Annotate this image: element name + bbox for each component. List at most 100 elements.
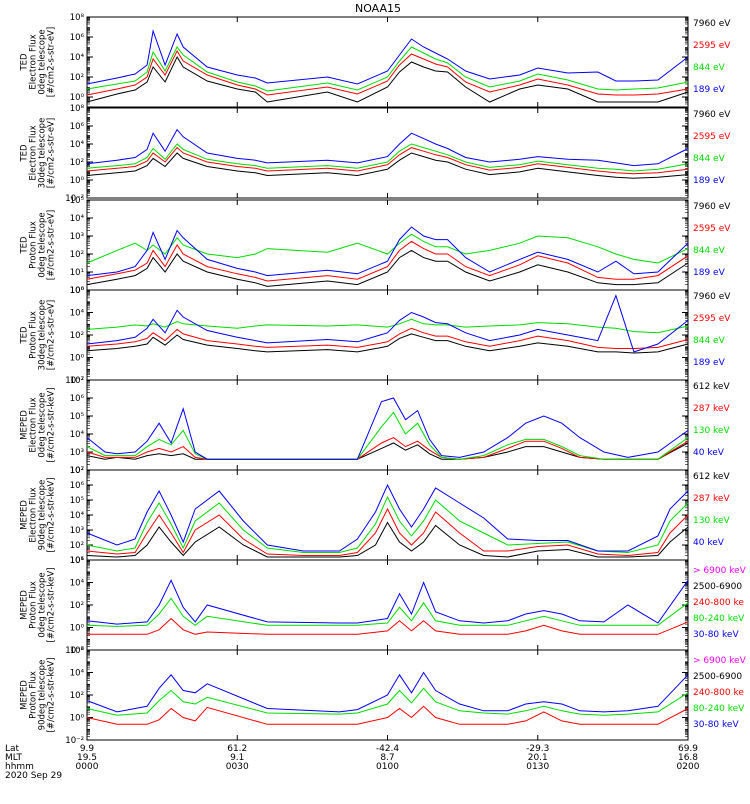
panel-4: 10⁻² 10⁰ 10² 10⁴ 10⁶ TEDProton Flux30deg tele… [20, 286, 732, 386]
y-tick-label: 10⁴ [70, 511, 85, 521]
y-tick-label: 10³ [70, 232, 84, 242]
x-tick-lat: -29.3 [526, 744, 549, 754]
y-tick-label: 10⁰ [70, 93, 85, 103]
y-axis-label-line: [#/cm2-s-str-keV] [47, 658, 57, 733]
y-axis-label: TEDProton Flux0deg telescope[#/cm2-s-str… [20, 210, 57, 280]
y-tick-label: 10⁴ [70, 140, 85, 150]
y-tick-label: 10⁰ [70, 176, 85, 186]
x-tick-lat: 69.9 [678, 744, 698, 754]
y-axis-label-line: 0deg telescope [38, 29, 48, 94]
x-tick-hhmm: 0030 [226, 762, 249, 772]
panel-frame [86, 469, 689, 561]
series-line-blue [86, 671, 689, 713]
y-tick-label: 10⁴ [70, 669, 85, 679]
series-line-green [86, 597, 689, 627]
x-axis-row-label: hhmm [5, 762, 34, 772]
y-axis-label-line: [#/cm2-s-str-keV] [47, 568, 57, 643]
y-tick-label: 10⁰ [70, 354, 85, 364]
y-axis-label: MEPEDElectron Flux90deg telescope[#/cm2-… [20, 478, 57, 553]
y-tick-label: 10¹ [70, 556, 84, 566]
legend-entry: 612 keV [693, 472, 730, 482]
series-line-blue [86, 483, 689, 552]
y-axis-label-line: Electron Flux [29, 487, 39, 542]
y-tick-label: 10⁶ [70, 556, 85, 566]
legend-entry: 612 keV [693, 382, 730, 392]
y-axis-label-line: Proton Flux [29, 311, 39, 359]
legend-entry: > 6900 keV [693, 656, 747, 666]
y-axis-label-line: 0deg telescope [38, 572, 48, 637]
y-tick-label: 10⁴ [70, 309, 85, 319]
y-tick-label: 10⁶ [70, 394, 85, 404]
y-axis-label: TEDElectron Flux30deg telescope[#/cm2-s-… [20, 118, 57, 189]
y-axis-label-line: Proton Flux [29, 581, 39, 629]
y-tick-label: 10² [70, 158, 84, 168]
y-tick-label: 10⁴ [70, 53, 85, 63]
y-axis-label-line: MEPED [20, 410, 30, 440]
series-line-red [86, 49, 689, 96]
legend-entry: 2595 eV [693, 132, 731, 142]
y-tick-label: 10² [70, 601, 84, 611]
legend-entry: 287 keV [693, 404, 730, 414]
y-tick-label: 10⁴ [70, 214, 85, 224]
series-line-blue [86, 294, 689, 353]
y-axis-label-line: Electron Flux [29, 34, 39, 89]
chart-title: NOAA15 [355, 2, 401, 15]
y-axis-label-line: MEPED [20, 680, 30, 710]
y-axis-label-line: [#/cm2-s-str-keV] [47, 388, 57, 463]
legend-entry: 844 eV [693, 336, 726, 346]
series-line-red [86, 146, 689, 175]
y-axis-label-line: MEPED [20, 500, 30, 530]
legend-entry: 2500-6900 [693, 672, 742, 682]
panel-5: 10² 10³ 10⁴ 10⁵ 10⁶ 10⁷ MEPEDElectron Flux0deg… [20, 376, 731, 476]
y-axis-label-line: TED [20, 326, 30, 345]
legend-entry: 2500-6900 [693, 582, 742, 592]
y-tick-label: 10⁰ [70, 624, 85, 634]
legend-entry: 30-80 keV [693, 630, 739, 640]
y-axis-label-line: [#/cm2-s-str-eV] [47, 300, 57, 370]
legend-entry: 844 eV [693, 63, 726, 73]
series-line-black [86, 55, 689, 103]
series-line-red [86, 507, 689, 557]
y-tick-label: 10² [70, 331, 84, 341]
series-line-green [86, 495, 689, 554]
series-line-red [86, 327, 689, 349]
y-tick-label: 10⁴ [70, 430, 85, 440]
y-tick-label: 10⁶ [70, 481, 85, 491]
y-axis-label-line: 0deg telescope [38, 212, 48, 277]
y-tick-label: 10⁻² [65, 646, 84, 656]
legend-entry: 130 keV [693, 516, 730, 526]
y-axis-label-line: Proton Flux [29, 671, 39, 719]
y-tick-label: 10⁸ [70, 13, 85, 23]
legend-entry: 7960 eV [693, 110, 731, 120]
y-tick-label: 10⁵ [70, 412, 84, 422]
panel-frame [86, 559, 689, 651]
y-tick-label: 10³ [70, 448, 84, 458]
y-tick-label: 10³ [70, 526, 84, 536]
y-axis-label-line: 90deg telescope [38, 480, 48, 551]
x-tick-mlt: 8.7 [380, 753, 394, 763]
panel-1: 10⁰ 10² 10⁴ 10⁶ 10⁸ TEDElectron Flux0deg tele… [20, 13, 731, 108]
y-axis-label-line: [#/cm2-s-str-eV] [47, 27, 57, 97]
series-line-green [86, 411, 689, 460]
y-axis-label-line: TED [20, 144, 30, 163]
y-tick-label: 10⁷ [70, 376, 85, 386]
series-line-red [87, 617, 689, 635]
legend-entry: 2595 eV [693, 314, 731, 324]
series-line-blue [86, 29, 689, 85]
legend-entry: 2595 eV [693, 224, 731, 234]
legend-entry: 844 eV [693, 154, 726, 164]
series-line-red [86, 240, 689, 282]
legend-entry: 80-240 keV [693, 704, 745, 714]
series-line-green [86, 318, 689, 334]
x-tick-lat: 61.2 [227, 744, 247, 754]
series-line-red [86, 437, 689, 460]
x-tick-hhmm: 0000 [76, 762, 99, 772]
y-tick-label: 10⁻² [65, 736, 84, 746]
x-axis-row-label: MLT [5, 753, 23, 763]
y-axis-label-line: 0deg telescope [38, 392, 48, 457]
series-line-green [86, 687, 689, 716]
panel-3: 10⁰ 10¹ 10² 10³ 10⁴ 10⁵ TEDProton Flux0deg tel… [20, 196, 732, 296]
y-tick-label: 10² [70, 466, 84, 476]
y-tick-label: 10⁵ [70, 496, 84, 506]
